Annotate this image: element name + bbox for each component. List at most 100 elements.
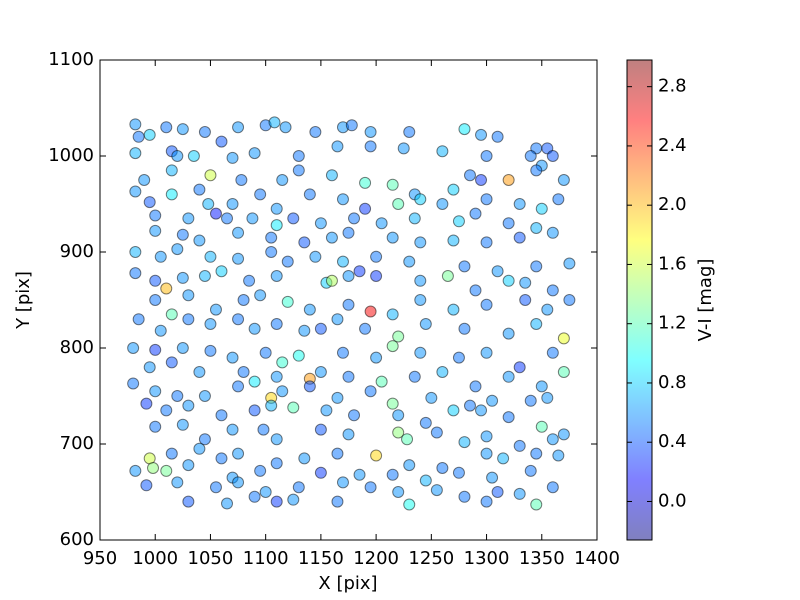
point <box>342 226 355 239</box>
point <box>259 486 272 498</box>
point <box>226 198 239 210</box>
point <box>149 209 162 222</box>
point <box>298 324 311 337</box>
point <box>458 260 471 273</box>
y-axis-label: Y [pix] <box>13 271 34 330</box>
point <box>176 271 189 284</box>
point <box>171 243 184 256</box>
point <box>209 207 222 220</box>
point <box>270 495 283 508</box>
point <box>147 462 160 474</box>
x-tick-label: 1200 <box>353 548 399 569</box>
point <box>160 464 173 477</box>
point <box>364 481 377 494</box>
point <box>287 401 300 414</box>
point <box>370 250 383 263</box>
point <box>458 490 471 503</box>
point <box>475 128 488 141</box>
point <box>342 370 355 383</box>
point <box>414 274 427 287</box>
point <box>182 459 195 472</box>
point <box>149 274 162 287</box>
point <box>325 231 338 244</box>
point <box>270 457 283 470</box>
point <box>491 265 504 278</box>
point <box>193 234 206 247</box>
point <box>541 303 554 316</box>
point <box>165 188 178 201</box>
colorbar-tick-label: 2.8 <box>658 76 687 97</box>
point <box>480 298 493 311</box>
point <box>303 380 316 393</box>
point <box>480 236 493 249</box>
point <box>447 303 460 316</box>
point <box>436 145 449 158</box>
point <box>342 270 355 282</box>
point <box>198 390 211 402</box>
point <box>129 267 142 280</box>
point <box>298 452 311 465</box>
point <box>129 118 142 131</box>
point <box>226 423 239 436</box>
point <box>491 130 504 143</box>
point <box>281 295 294 308</box>
colorbar-tick-label: 0.0 <box>658 490 687 511</box>
point <box>254 464 267 477</box>
point <box>193 183 206 196</box>
point <box>414 236 427 249</box>
point <box>279 121 292 134</box>
point <box>469 284 482 297</box>
point <box>458 123 471 136</box>
point <box>209 481 222 494</box>
point <box>370 270 383 282</box>
point <box>408 370 421 383</box>
point <box>452 466 465 479</box>
point <box>198 126 211 138</box>
point <box>226 351 239 364</box>
point <box>325 169 338 182</box>
point <box>541 391 554 404</box>
point <box>364 305 377 318</box>
y-tick-label: 1000 <box>48 145 94 166</box>
point <box>430 426 443 439</box>
point <box>392 330 405 343</box>
point <box>392 486 405 498</box>
y-tick-label: 800 <box>60 337 94 358</box>
point <box>546 433 559 446</box>
point <box>270 370 283 383</box>
point <box>447 234 460 247</box>
point <box>480 150 493 162</box>
point <box>436 198 449 210</box>
point <box>232 226 245 239</box>
point <box>198 270 211 282</box>
point <box>232 121 245 134</box>
point <box>193 366 206 378</box>
point <box>160 282 173 295</box>
point <box>292 150 305 162</box>
point <box>414 294 427 306</box>
point <box>502 274 515 287</box>
point <box>386 231 399 244</box>
x-tick-label: 1100 <box>243 548 289 569</box>
point <box>563 294 576 306</box>
point <box>458 322 471 335</box>
point <box>475 404 488 417</box>
point <box>375 217 388 230</box>
point <box>480 447 493 460</box>
point <box>248 147 261 160</box>
point <box>215 409 228 422</box>
x-tick-label: 1250 <box>408 548 454 569</box>
point <box>226 151 239 164</box>
colorbar-tick-label: 2.4 <box>658 135 687 156</box>
point <box>314 466 327 479</box>
point <box>452 215 465 228</box>
point <box>397 142 410 155</box>
point <box>430 484 443 497</box>
point <box>176 228 189 241</box>
point <box>129 464 142 477</box>
point <box>392 426 405 439</box>
point <box>215 135 228 148</box>
point <box>469 207 482 220</box>
point <box>336 193 349 206</box>
point <box>530 447 543 460</box>
